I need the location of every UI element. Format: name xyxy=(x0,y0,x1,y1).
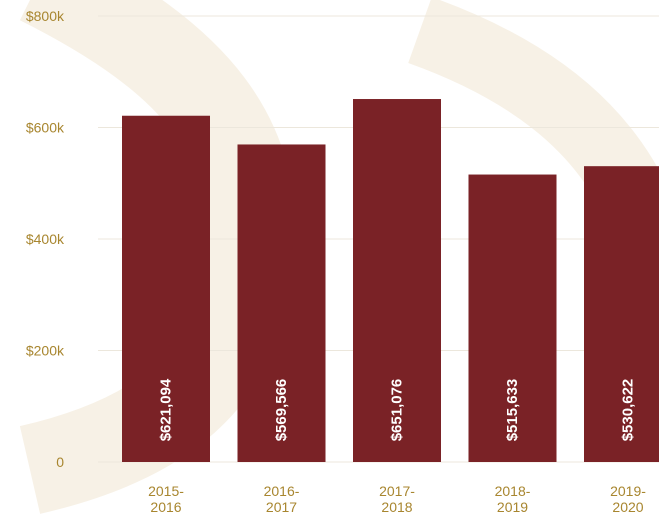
bars: $621,094 $569,566 $651,076 $515,633 $530,622 xyxy=(122,99,659,463)
bar xyxy=(468,174,557,462)
x-tick-label: 2017- xyxy=(379,483,415,499)
bar-value-label: $569,566 xyxy=(273,379,290,442)
bar-value-label: $651,076 xyxy=(389,379,406,442)
x-tick-label: 2016 xyxy=(150,499,181,515)
bar-value-label: $530,622 xyxy=(620,379,637,442)
y-tick-label: $800k xyxy=(26,8,65,24)
x-tick-label: 2020 xyxy=(612,499,643,515)
y-tick-label: $400k xyxy=(26,231,65,247)
y-tick-label: 0 xyxy=(56,454,64,470)
x-tick-label: 2018- xyxy=(495,483,531,499)
bar-value-label: $515,633 xyxy=(504,379,521,442)
x-tick-label: 2018 xyxy=(381,499,412,515)
x-axis-ticks: 2015-2016 2016-2017 2017-2018 2018-2019 2019… xyxy=(148,483,646,515)
x-tick-label: 2015- xyxy=(148,483,184,499)
y-tick-label: $200k xyxy=(26,343,65,359)
x-tick-label: 2019- xyxy=(610,483,646,499)
bar-value-label: $621,094 xyxy=(158,378,175,441)
y-axis-ticks: 0 $200k $400k $600k $800k xyxy=(26,8,65,470)
bar xyxy=(353,99,441,462)
bar xyxy=(237,144,326,462)
bar xyxy=(122,115,210,462)
x-tick-label: 2017 xyxy=(266,499,297,515)
bar xyxy=(584,166,659,463)
y-tick-label: $600k xyxy=(26,120,65,136)
x-tick-label: 2019 xyxy=(497,499,528,515)
x-tick-label: 2016- xyxy=(264,483,300,499)
